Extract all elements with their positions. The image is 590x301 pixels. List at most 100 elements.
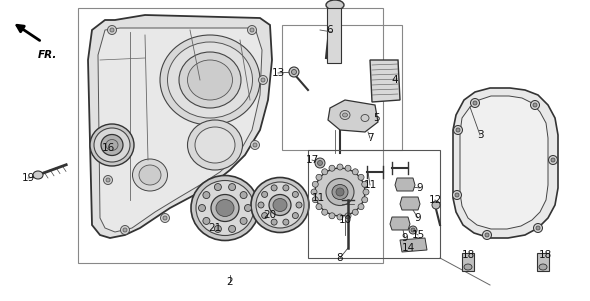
Text: 6: 6 [327, 25, 333, 35]
Ellipse shape [312, 181, 318, 187]
Polygon shape [98, 28, 262, 232]
Text: 19: 19 [21, 173, 35, 183]
Polygon shape [370, 60, 400, 102]
Bar [327, 8, 341, 63]
Ellipse shape [453, 191, 461, 200]
Ellipse shape [228, 184, 235, 191]
Ellipse shape [240, 191, 247, 199]
Ellipse shape [316, 174, 322, 180]
Ellipse shape [251, 141, 260, 150]
Ellipse shape [228, 225, 235, 232]
Text: 9: 9 [402, 233, 408, 243]
Ellipse shape [316, 204, 322, 210]
Text: 14: 14 [401, 243, 415, 253]
Ellipse shape [362, 181, 368, 187]
Ellipse shape [203, 217, 210, 225]
Ellipse shape [188, 60, 232, 100]
Ellipse shape [329, 213, 335, 219]
Text: 21: 21 [208, 223, 222, 233]
Ellipse shape [551, 158, 555, 162]
Text: 16: 16 [101, 143, 114, 153]
Bar [308, 150, 440, 258]
Ellipse shape [133, 159, 168, 191]
Ellipse shape [332, 185, 348, 200]
Ellipse shape [106, 139, 118, 150]
Text: 11: 11 [312, 193, 325, 203]
Text: 11: 11 [363, 180, 376, 190]
Ellipse shape [343, 113, 348, 117]
Text: 18: 18 [461, 250, 474, 260]
Ellipse shape [191, 175, 259, 240]
Polygon shape [328, 100, 378, 132]
Ellipse shape [296, 202, 302, 208]
Text: 9: 9 [417, 183, 423, 193]
Ellipse shape [337, 164, 343, 170]
Ellipse shape [214, 225, 221, 232]
Ellipse shape [533, 224, 542, 232]
Ellipse shape [261, 213, 268, 219]
Ellipse shape [362, 197, 368, 203]
Ellipse shape [110, 28, 114, 32]
Ellipse shape [188, 120, 242, 170]
Ellipse shape [256, 182, 304, 228]
Ellipse shape [312, 197, 318, 203]
Ellipse shape [456, 128, 460, 132]
Ellipse shape [345, 213, 351, 219]
Polygon shape [88, 15, 272, 238]
Ellipse shape [411, 228, 415, 232]
Ellipse shape [322, 209, 327, 215]
Ellipse shape [33, 171, 43, 179]
Text: FR.: FR. [38, 50, 57, 60]
Ellipse shape [432, 201, 440, 209]
Ellipse shape [250, 28, 254, 32]
Ellipse shape [247, 26, 257, 35]
Ellipse shape [291, 70, 297, 75]
Ellipse shape [123, 228, 127, 232]
Ellipse shape [473, 101, 477, 105]
Text: 3: 3 [477, 130, 483, 140]
Text: 20: 20 [264, 210, 277, 220]
Polygon shape [453, 88, 558, 238]
Ellipse shape [244, 204, 251, 212]
Text: 17: 17 [306, 155, 319, 165]
Ellipse shape [168, 42, 253, 118]
Ellipse shape [160, 35, 260, 125]
Ellipse shape [539, 264, 547, 270]
Ellipse shape [358, 204, 364, 210]
Ellipse shape [261, 191, 268, 197]
Polygon shape [395, 178, 415, 191]
Ellipse shape [196, 181, 254, 235]
Text: 13: 13 [271, 68, 284, 78]
Ellipse shape [106, 178, 110, 182]
Ellipse shape [283, 185, 289, 191]
Ellipse shape [160, 213, 169, 222]
Ellipse shape [216, 200, 234, 216]
Text: 2: 2 [227, 277, 233, 287]
Ellipse shape [258, 76, 267, 85]
Ellipse shape [454, 126, 463, 135]
Ellipse shape [315, 158, 325, 168]
Ellipse shape [363, 189, 369, 195]
Ellipse shape [326, 0, 344, 10]
Ellipse shape [533, 103, 537, 107]
Ellipse shape [345, 165, 351, 171]
Ellipse shape [361, 114, 369, 122]
Ellipse shape [360, 116, 368, 120]
Ellipse shape [195, 127, 235, 163]
Ellipse shape [455, 193, 459, 197]
Ellipse shape [315, 168, 365, 216]
Ellipse shape [203, 191, 210, 199]
Ellipse shape [90, 124, 134, 166]
Ellipse shape [409, 226, 417, 234]
Ellipse shape [283, 219, 289, 225]
Ellipse shape [120, 225, 129, 234]
Ellipse shape [251, 178, 309, 232]
Ellipse shape [317, 160, 323, 166]
Ellipse shape [253, 143, 257, 147]
Ellipse shape [483, 231, 491, 240]
Ellipse shape [211, 194, 239, 222]
Ellipse shape [289, 67, 299, 77]
Ellipse shape [322, 169, 327, 175]
Text: 8: 8 [337, 253, 343, 263]
Ellipse shape [530, 101, 539, 110]
